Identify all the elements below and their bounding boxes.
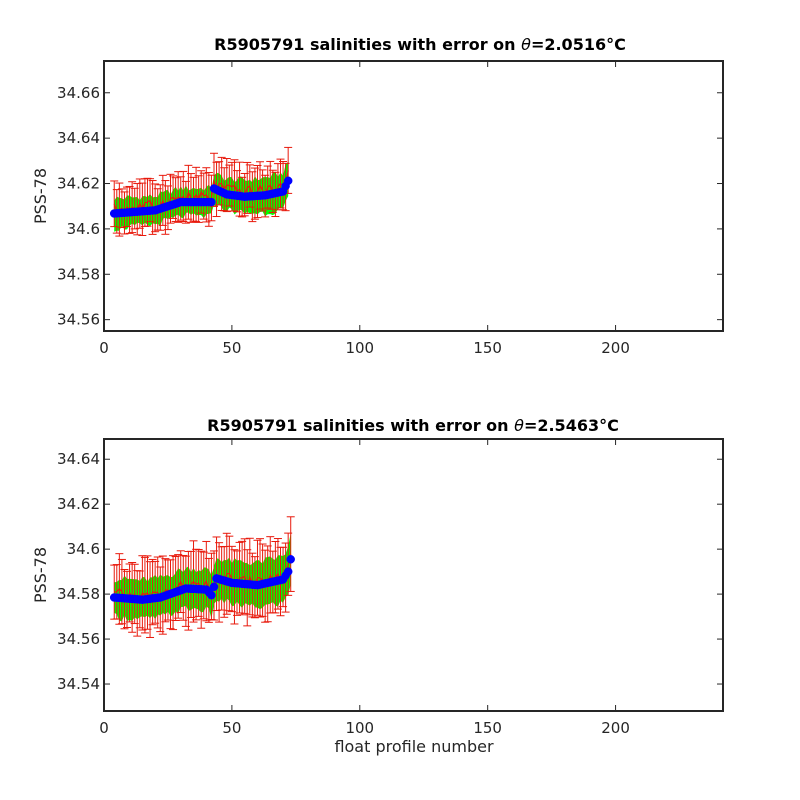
y-tick-label: 34.66 xyxy=(57,84,100,102)
data-point xyxy=(207,590,216,600)
y-tick-label: 34.64 xyxy=(57,450,100,468)
y-tick-label: 34.56 xyxy=(57,630,100,648)
y-tick-label: 34.58 xyxy=(57,585,100,603)
plot-area: 0 50 100 150 200 34.54 34.56 34.58 34.6 34.62 34.6… xyxy=(57,438,724,737)
chart-title: R5905791 salinities with error on θ=2.05… xyxy=(214,35,626,54)
x-tick-label: 0 xyxy=(99,719,109,737)
data-point xyxy=(283,176,293,186)
y-axis-label: PSS-78 xyxy=(31,168,50,224)
x-tick-label: 50 xyxy=(222,719,241,737)
x-axis-label: float profile number xyxy=(334,737,494,756)
data-point xyxy=(286,555,295,564)
x-tick-label: 0 xyxy=(99,339,109,357)
data-point xyxy=(209,582,219,592)
y-tick-label: 34.6 xyxy=(67,540,100,558)
error-band xyxy=(114,533,291,622)
x-tick-label: 200 xyxy=(601,339,630,357)
data-point xyxy=(207,197,216,207)
panel-bottom: R5905791 salinities with error on θ=2.54… xyxy=(31,416,724,756)
y-tick-label: 34.58 xyxy=(57,265,100,283)
x-tick-label: 100 xyxy=(345,719,374,737)
y-tick-label: 34.54 xyxy=(57,675,100,693)
panel-top: R5905791 salinities with error on θ=2.05… xyxy=(31,35,724,357)
chart-title: R5905791 salinities with error on θ=2.54… xyxy=(207,416,619,435)
y-tick-label: 34.64 xyxy=(57,129,100,147)
x-tick-label: 150 xyxy=(473,719,502,737)
plot-area: 0 50 100 150 200 34.56 34.58 34.6 34.62 34.64 34.6… xyxy=(57,60,724,357)
y-tick-label: 34.62 xyxy=(57,495,100,513)
data-point xyxy=(283,567,293,576)
y-tick-label: 34.56 xyxy=(57,311,100,329)
y-axis-label: PSS-78 xyxy=(31,547,50,603)
y-tick-label: 34.62 xyxy=(57,175,100,193)
axes-box xyxy=(103,60,724,332)
axes-box xyxy=(103,438,724,712)
x-tick-label: 150 xyxy=(473,339,502,357)
error-centre-line xyxy=(113,170,289,215)
y-tick-label: 34.6 xyxy=(67,220,100,238)
x-tick-label: 200 xyxy=(601,719,630,737)
x-tick-label: 50 xyxy=(222,339,241,357)
x-tick-label: 100 xyxy=(345,339,374,357)
